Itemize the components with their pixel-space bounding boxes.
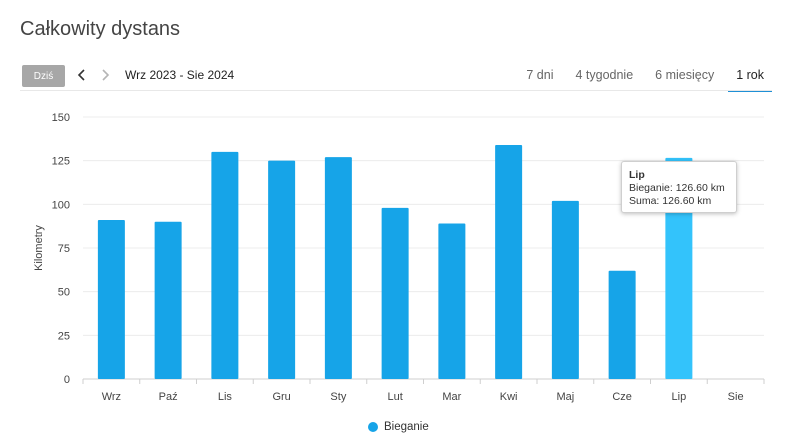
x-tick-label: Paź [159, 391, 178, 403]
tab-4-weeks[interactable]: 4 tygodnie [575, 68, 634, 82]
tooltip-title: Lip [629, 169, 645, 181]
y-axis-label: Kilometry [33, 225, 45, 271]
x-tick-label: Cze [612, 391, 632, 403]
bar-mar [438, 223, 466, 379]
date-range-label: Wrz 2023 - Sie 2024 [125, 68, 235, 82]
period-tabs: 7 dni 4 tygodnie 6 miesięcy 1 rok [512, 64, 772, 92]
x-tick-label: Sie [728, 391, 744, 403]
x-tick-label: Maj [557, 391, 575, 403]
bar-gru [268, 160, 296, 379]
bar-lip [665, 157, 693, 379]
x-tick-label: Lip [672, 391, 687, 403]
y-tick-label: 25 [58, 330, 70, 342]
x-tick-label: Wrz [102, 391, 121, 403]
y-tick-label: 75 [58, 243, 70, 255]
x-tick-label: Lut [387, 391, 402, 403]
x-tick-label: Lis [218, 391, 233, 403]
chart-tooltip: Lip Bieganie: 126.60 km Suma: 126.60 km [621, 161, 737, 213]
tab-7-days[interactable]: 7 dni [526, 68, 554, 82]
toolbar: Dziś Wrz 2023 - Sie 2024 7 dni 4 tygodni… [20, 64, 772, 92]
legend-marker [368, 422, 378, 432]
y-tick-label: 125 [52, 156, 70, 168]
y-tick-label: 150 [52, 112, 70, 124]
x-tick-label: Kwi [500, 391, 518, 403]
bar-kwi [495, 144, 523, 379]
y-tick-label: 0 [64, 374, 70, 386]
bar-cze [608, 270, 636, 379]
bar-paź [154, 221, 182, 379]
toolbar-divider [20, 90, 772, 91]
bar-wrz [97, 220, 125, 379]
y-tick-label: 50 [58, 287, 70, 299]
tooltip-total-line: Suma: 126.60 km [629, 195, 712, 207]
bar-lis [211, 151, 239, 379]
x-tick-label: Sty [330, 391, 346, 403]
tab-6-months[interactable]: 6 miesięcy [655, 68, 715, 82]
y-tick-label: 100 [52, 199, 70, 211]
x-tick-label: Mar [442, 391, 461, 403]
today-button[interactable]: Dziś [22, 65, 65, 87]
x-tick-label: Gru [272, 391, 290, 403]
bar-lut [381, 207, 409, 379]
chevron-left-icon[interactable] [74, 64, 90, 86]
bar-maj [551, 200, 579, 379]
page-title: Całkowity dystans [20, 18, 181, 40]
chart-legend[interactable]: Bieganie [368, 420, 429, 434]
legend-label: Bieganie [384, 421, 429, 433]
tooltip-running-line: Bieganie: 126.60 km [629, 182, 725, 194]
bar-sty [324, 157, 352, 379]
tab-1-year[interactable]: 1 rok [728, 64, 772, 92]
chevron-right-icon[interactable] [97, 64, 113, 86]
